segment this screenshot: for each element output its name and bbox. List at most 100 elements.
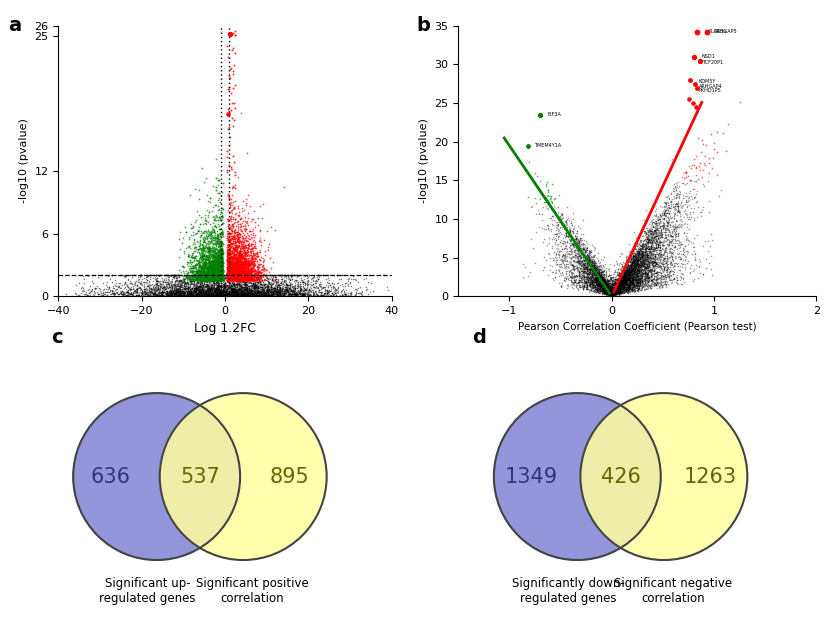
Point: [242, 256, 256, 267]
Point: [212, 264, 225, 274]
Point: [261, 291, 274, 301]
Point: [237, 264, 250, 274]
Point: [236, 274, 249, 284]
Point: [258, 270, 272, 281]
Point: [631, 267, 645, 278]
Point: [601, 285, 615, 295]
Point: [613, 283, 626, 293]
Point: [656, 217, 670, 227]
Point: [162, 278, 175, 289]
Point: [244, 272, 257, 282]
Point: [613, 279, 626, 289]
Point: [214, 288, 227, 298]
Point: [733, 97, 746, 107]
Point: [280, 280, 293, 290]
Point: [586, 276, 599, 287]
Point: [576, 261, 590, 272]
Point: [228, 272, 242, 283]
Point: [225, 276, 238, 286]
Point: [282, 280, 295, 290]
Point: [178, 282, 192, 292]
Point: [626, 263, 639, 274]
Point: [663, 235, 676, 245]
Point: [225, 274, 238, 285]
Point: [237, 233, 250, 243]
Point: [222, 276, 236, 286]
Point: [152, 283, 165, 293]
Point: [163, 270, 177, 281]
Point: [107, 288, 120, 298]
Point: [196, 247, 209, 257]
Point: [634, 258, 647, 268]
Point: [594, 274, 607, 284]
Point: [253, 287, 267, 297]
Point: [245, 245, 258, 255]
Point: [205, 261, 218, 272]
Point: [208, 270, 222, 281]
Point: [610, 285, 623, 296]
Point: [185, 286, 198, 296]
Point: [227, 263, 241, 274]
Point: [199, 289, 212, 299]
Point: [616, 288, 630, 298]
Point: [199, 261, 212, 272]
Point: [606, 288, 619, 298]
Point: [614, 278, 627, 289]
Point: [202, 263, 215, 273]
Point: [196, 275, 209, 285]
Point: [209, 265, 222, 276]
Point: [649, 240, 662, 251]
Point: [271, 289, 284, 299]
Point: [200, 264, 213, 274]
Point: [203, 270, 217, 280]
Point: [256, 288, 269, 298]
Point: [211, 276, 224, 286]
Point: [209, 253, 222, 263]
Point: [546, 255, 560, 265]
Point: [618, 269, 631, 279]
Point: [631, 250, 644, 260]
Point: [581, 250, 595, 260]
Point: [647, 270, 661, 281]
Point: [184, 278, 197, 289]
Point: [220, 289, 233, 299]
Point: [195, 289, 208, 299]
Point: [225, 287, 238, 297]
Point: [223, 238, 237, 249]
Point: [224, 270, 237, 281]
Point: [237, 265, 251, 276]
Point: [202, 275, 216, 285]
Point: [217, 281, 231, 291]
Point: [253, 281, 267, 291]
Point: [233, 268, 247, 278]
Point: [288, 288, 302, 298]
Point: [290, 270, 303, 281]
Point: [143, 287, 157, 297]
Point: [584, 262, 597, 272]
Point: [214, 273, 227, 283]
Point: [607, 286, 621, 296]
Point: [243, 270, 257, 281]
Point: [200, 266, 213, 276]
Point: [121, 287, 134, 297]
Point: [137, 290, 150, 300]
Point: [573, 245, 586, 255]
Point: [587, 277, 601, 287]
Point: [632, 254, 646, 264]
Point: [207, 290, 221, 300]
Point: [203, 289, 217, 299]
Point: [569, 242, 582, 252]
Point: [586, 262, 599, 272]
Point: [623, 264, 636, 274]
Point: [611, 267, 624, 278]
Point: [350, 284, 363, 294]
Point: [636, 269, 649, 279]
Point: [206, 262, 219, 272]
Point: [607, 290, 621, 301]
Point: [631, 265, 644, 275]
Point: [579, 260, 592, 270]
Point: [594, 272, 607, 283]
Point: [192, 274, 206, 285]
Point: [626, 258, 640, 269]
Point: [234, 287, 247, 297]
